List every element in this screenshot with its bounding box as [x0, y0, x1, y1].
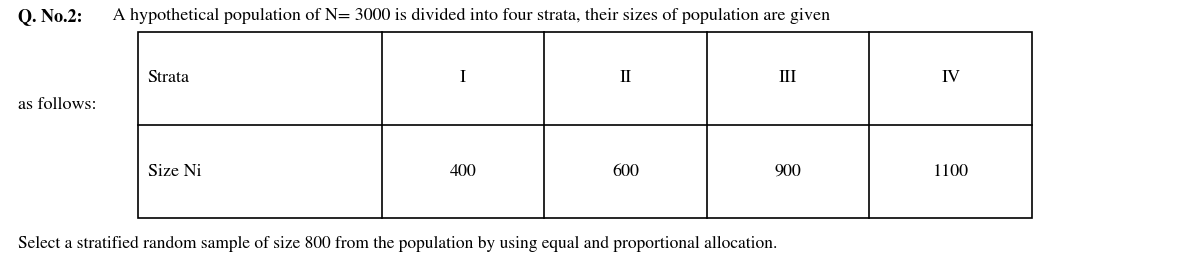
Text: Strata: Strata: [148, 70, 190, 86]
Text: IV: IV: [941, 70, 960, 86]
Text: 400: 400: [450, 164, 476, 180]
Text: 600: 600: [612, 164, 640, 180]
Text: III: III: [779, 70, 797, 86]
Text: A hypothetical population of N= 3000 is divided into four strata, their sizes of: A hypothetical population of N= 3000 is …: [108, 8, 830, 24]
Text: I: I: [460, 70, 466, 86]
Text: 900: 900: [775, 164, 802, 180]
Text: 1100: 1100: [932, 164, 968, 180]
Text: Select a stratified random sample of size 800 from the population by using equal: Select a stratified random sample of siz…: [18, 236, 778, 252]
Text: Q. No.2:: Q. No.2:: [18, 8, 83, 25]
Text: as follows:: as follows:: [18, 97, 96, 113]
Text: Size Ni: Size Ni: [148, 164, 202, 180]
Text: II: II: [619, 70, 631, 86]
